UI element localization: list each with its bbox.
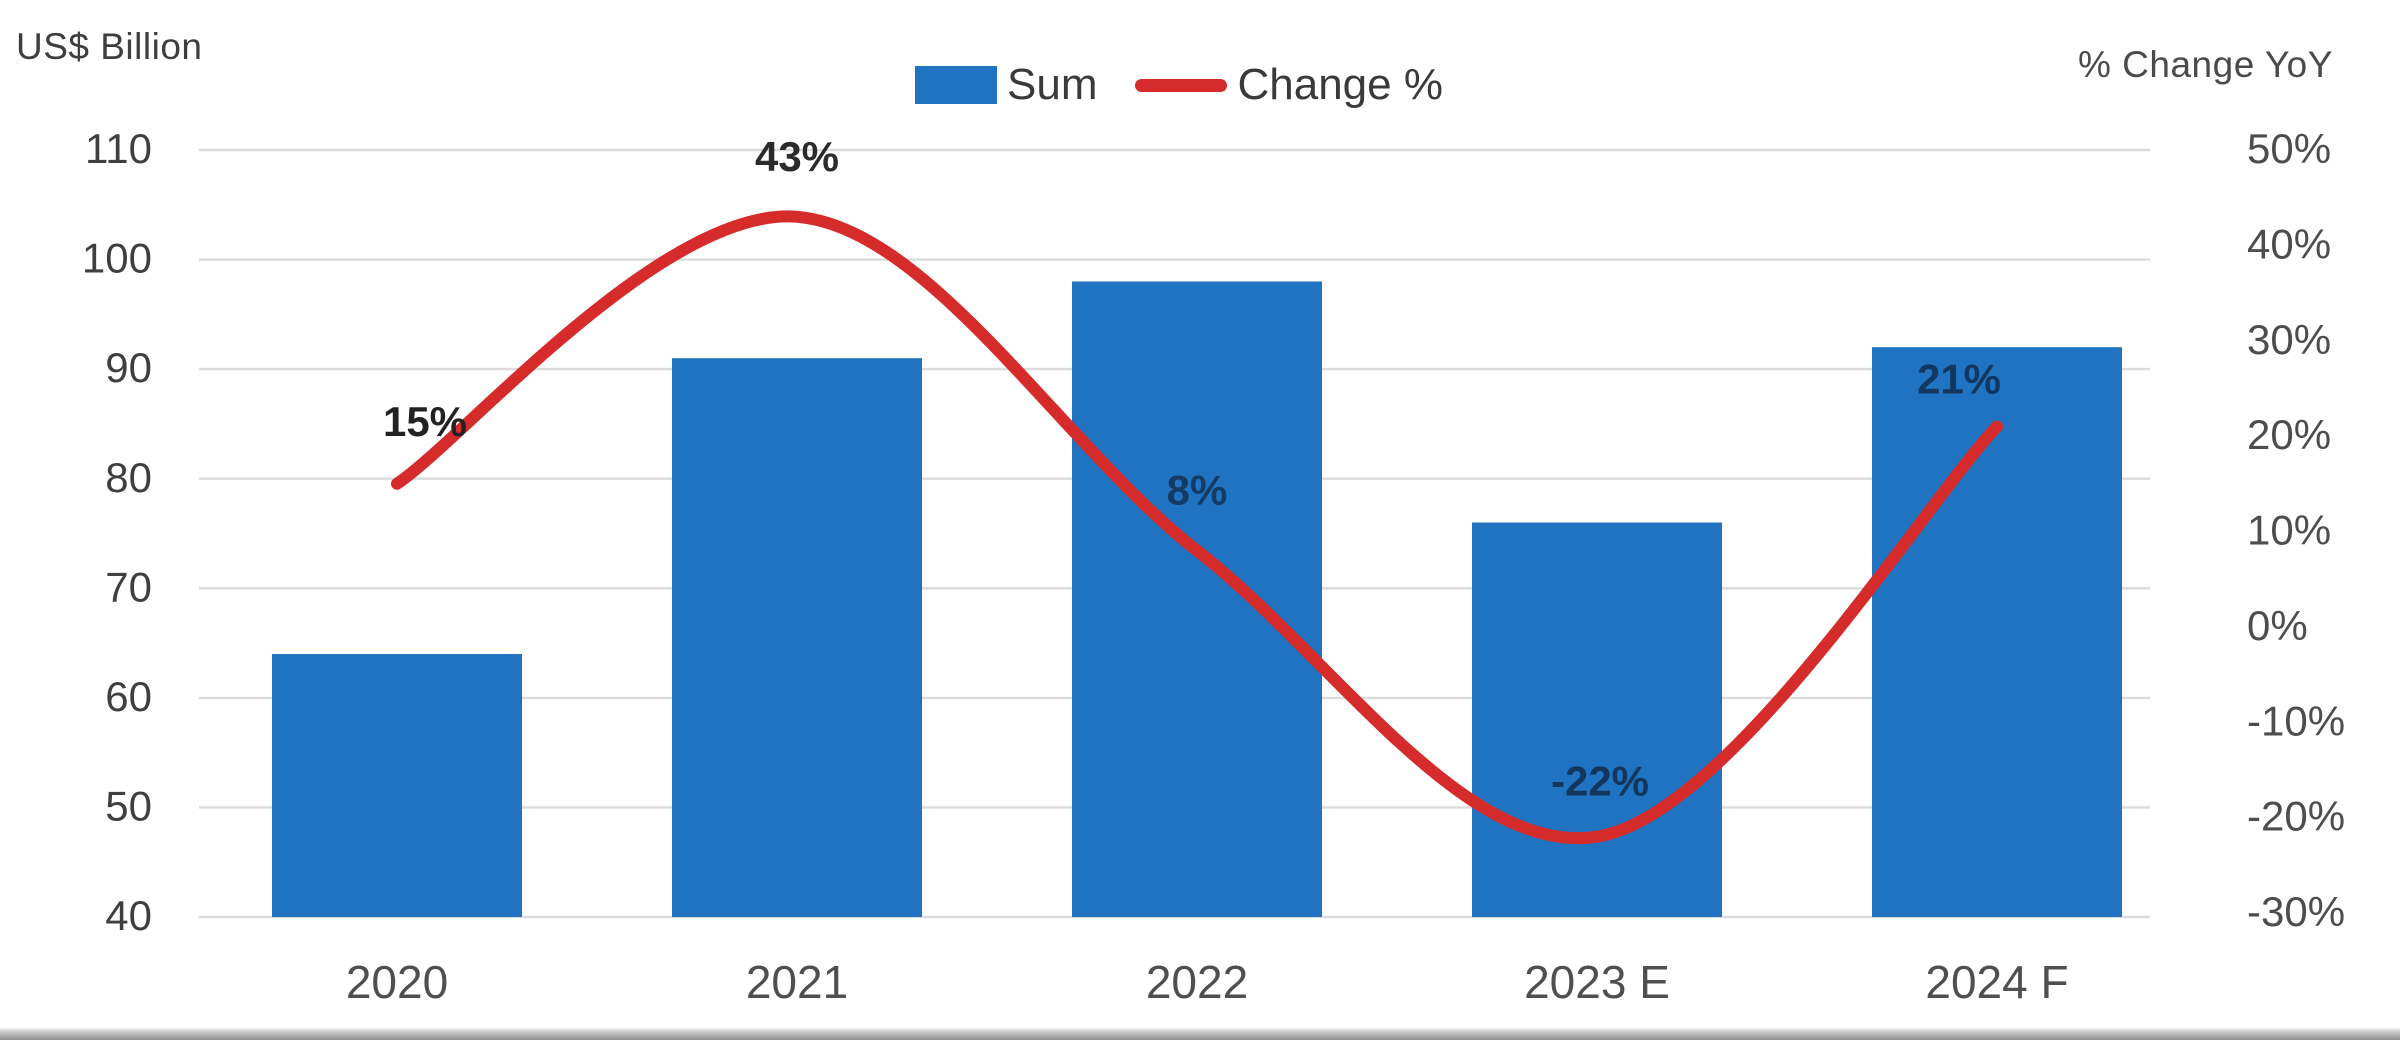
legend-line-swatch-icon	[1135, 78, 1228, 92]
legend-sum-label: Sum	[1007, 60, 1098, 109]
line-data-label: -22%	[1551, 758, 1649, 805]
line-data-label: 43%	[755, 133, 839, 180]
bar-2022	[1072, 281, 1322, 917]
left-axis-tick-label: 50	[105, 782, 152, 829]
right-axis-tick-label: 30%	[2247, 316, 2331, 363]
right-axis-tick-label: -20%	[2247, 793, 2345, 840]
x-axis-label: 2022	[1146, 956, 1248, 1008]
left-axis-tick-label: 60	[105, 673, 152, 720]
right-axis-tick-label: 20%	[2247, 411, 2331, 458]
left-axis-tick-label: 70	[105, 563, 152, 610]
left-axis-tick-label: 90	[105, 344, 152, 391]
right-axis-tick-label: 40%	[2247, 220, 2331, 267]
x-axis-label: 2021	[746, 956, 848, 1008]
bottom-border	[0, 1027, 2400, 1040]
right-axis-tick-label: 10%	[2247, 507, 2331, 554]
left-axis-tick-label: 80	[105, 454, 152, 501]
legend-change-label: Change %	[1237, 60, 1443, 109]
left-axis-tick-label: 110	[85, 125, 152, 172]
right-axis-title: % Change YoY	[2078, 44, 2333, 85]
right-axis-tick-label: 50%	[2247, 125, 2331, 172]
line-data-label: 21%	[1917, 356, 2001, 403]
change-line	[391, 210, 2003, 845]
bar-2024 F	[1872, 347, 2122, 917]
line-data-label: 15%	[383, 398, 467, 445]
left-axis-tick-label: 100	[82, 235, 152, 282]
legend-bar-swatch-icon	[915, 66, 997, 104]
bar-2020	[272, 654, 522, 917]
left-axis-title: US$ Billion	[16, 26, 203, 67]
right-axis-tick-label: -10%	[2247, 697, 2345, 744]
x-axis-label: 2023 E	[1524, 956, 1670, 1008]
right-axis-tick-label: 0%	[2247, 602, 2308, 649]
bar-2021	[672, 358, 922, 917]
left-axis-tick-label: 40	[105, 892, 152, 939]
right-axis-tick-label: -30%	[2247, 888, 2345, 935]
x-axis-label: 2020	[346, 956, 448, 1008]
bar-2023 E	[1472, 522, 1722, 917]
line-data-label: 8%	[1167, 467, 1228, 514]
x-axis-label: 2024 F	[1925, 956, 2068, 1008]
chart-legend: Sum Change %	[915, 60, 1443, 110]
